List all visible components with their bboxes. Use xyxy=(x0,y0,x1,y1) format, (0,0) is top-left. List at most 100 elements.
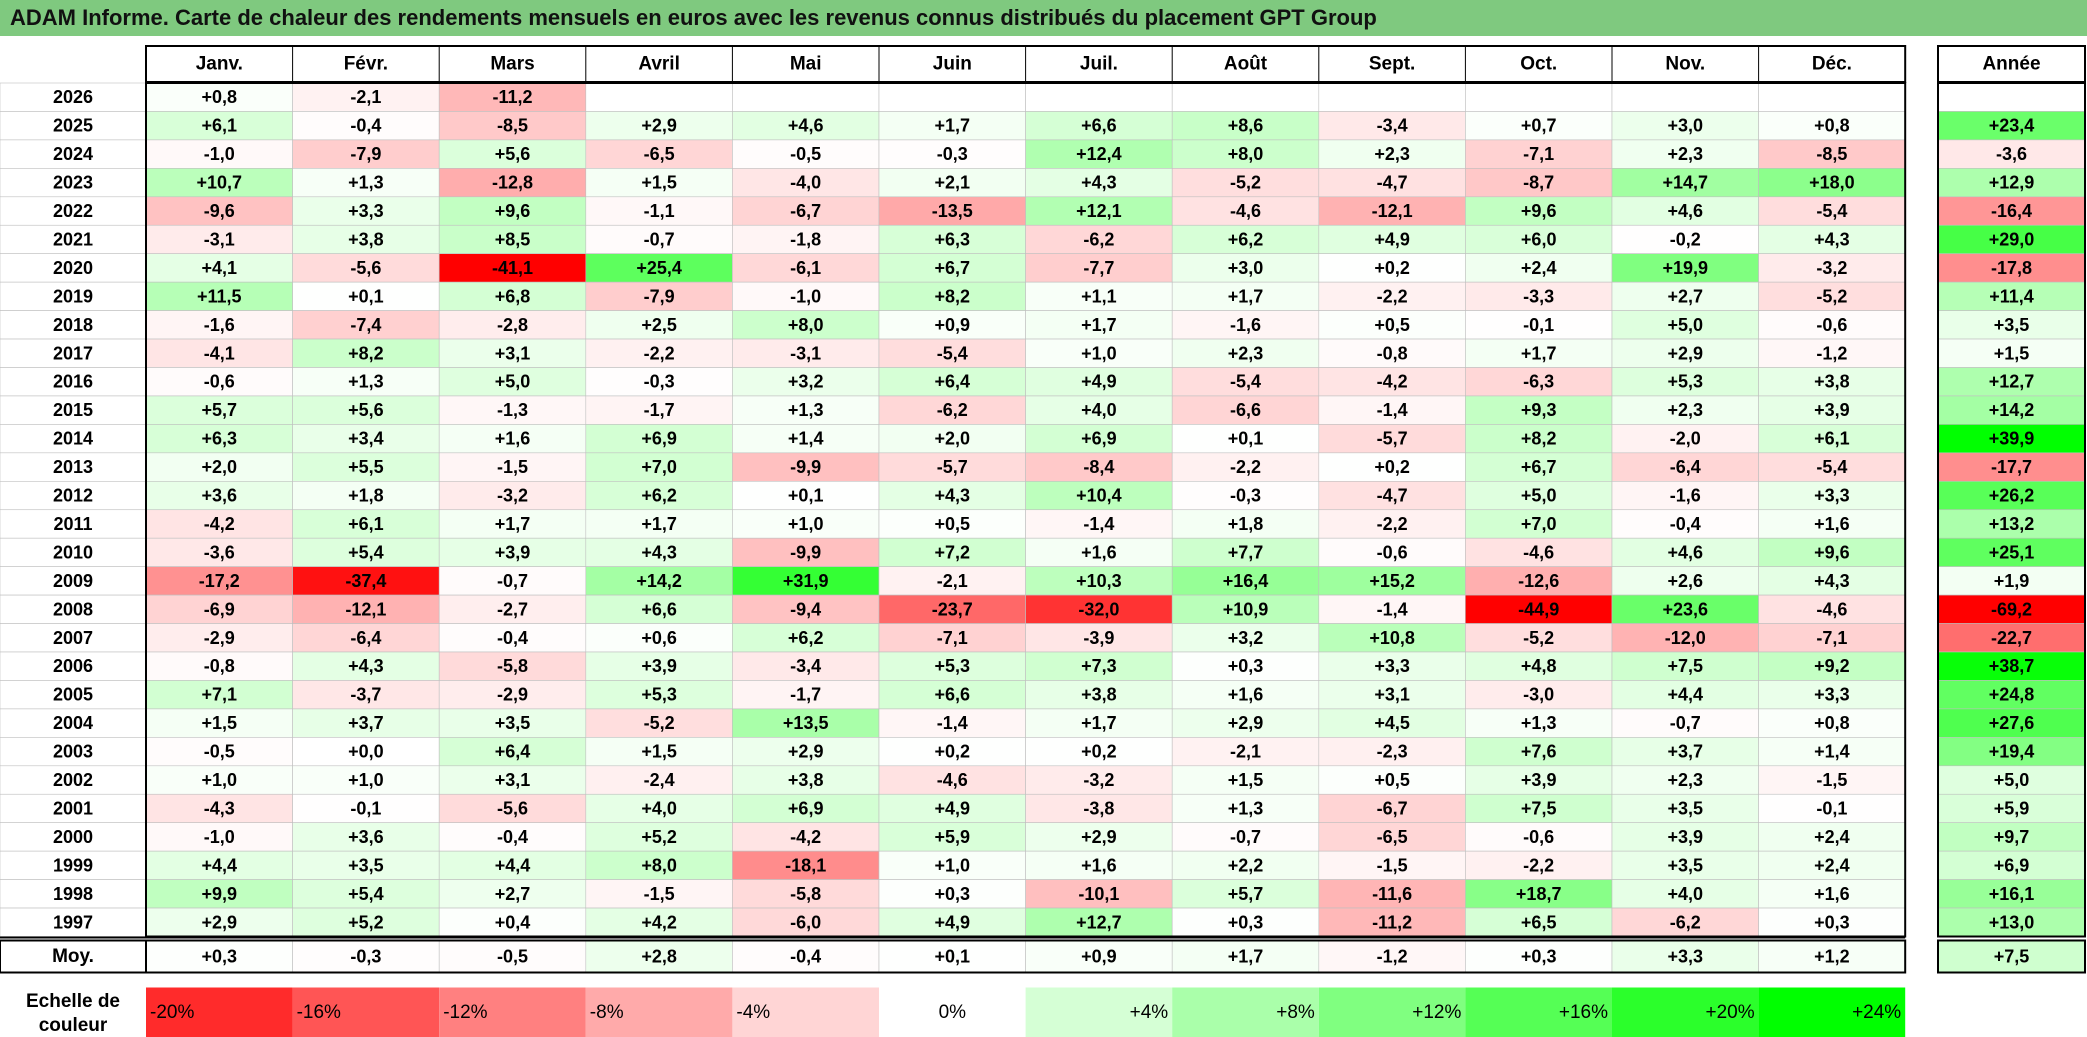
cell-value: -12,8 xyxy=(492,173,533,193)
heatmap-cell xyxy=(585,509,733,539)
heatmap-cell xyxy=(1171,196,1320,226)
cell-value: +5,0 xyxy=(1668,315,1704,335)
heatmap-cell xyxy=(585,594,733,624)
cell-value: -2,0 xyxy=(1670,429,1701,449)
cell-value: +7,6 xyxy=(1521,742,1557,762)
cell-value: -5,4 xyxy=(1230,372,1261,392)
cell-value: +2,9 xyxy=(788,742,824,762)
heatmap-cell xyxy=(878,680,1026,710)
annual-cell xyxy=(1937,424,2086,454)
cell-value: +3,6 xyxy=(202,486,238,506)
heatmap-cell xyxy=(585,338,733,368)
cell-value: +10,3 xyxy=(1076,571,1122,591)
scale-swatch xyxy=(732,987,879,1037)
cell-value: +0,2 xyxy=(1374,457,1410,477)
scale-step-label: +20% xyxy=(1705,1002,1754,1023)
cell-value: +1,7 xyxy=(1081,713,1117,733)
heatmap-cell xyxy=(145,737,293,767)
cell-value: +2,9 xyxy=(1668,343,1704,363)
heatmap-cell xyxy=(145,111,293,141)
year-cell xyxy=(0,168,147,198)
cell-value: -6,7 xyxy=(790,201,821,221)
heatmap-cell xyxy=(1025,623,1173,653)
cell-value: -0,5 xyxy=(790,144,821,164)
cell-value: -2,9 xyxy=(497,685,528,705)
scale-swatch xyxy=(146,987,293,1037)
cell-value: +2,4 xyxy=(1814,827,1850,847)
year-cell xyxy=(0,424,147,454)
heatmap-cell xyxy=(1758,623,1906,653)
cell-value: +10,8 xyxy=(1369,628,1415,648)
heatmap-cell xyxy=(1465,367,1613,397)
month-header-8: Sept. xyxy=(1369,54,1415,75)
heatmap-cell xyxy=(1611,281,1759,311)
heatmap-cell xyxy=(732,651,880,681)
cell-value: +6,2 xyxy=(1228,229,1264,249)
cell-value: -6,0 xyxy=(790,912,821,932)
annual-cell xyxy=(1937,310,2086,340)
cell-value: -5,8 xyxy=(497,656,528,676)
heatmap-cell xyxy=(1025,737,1173,767)
heatmap-cell xyxy=(292,196,440,226)
cell-value: +5,7 xyxy=(1228,884,1264,904)
month-header-5: Juin xyxy=(933,54,972,75)
cell-value: +0,3 xyxy=(935,884,971,904)
annual-value: -17,8 xyxy=(1991,258,2032,278)
cell-value: +1,3 xyxy=(1521,713,1557,733)
cell-value: -8,5 xyxy=(497,116,528,136)
scale-swatch xyxy=(1025,987,1173,1037)
heatmap-cell xyxy=(732,338,880,368)
scale-step-label: +12% xyxy=(1412,1002,1461,1023)
cell-value: -3,1 xyxy=(790,343,821,363)
cell-value: +3,3 xyxy=(1814,486,1850,506)
heatmap-cell xyxy=(1758,452,1906,482)
year-label: 1999 xyxy=(53,855,93,875)
cell-value: -5,6 xyxy=(497,798,528,818)
cell-value: -8,5 xyxy=(1816,144,1847,164)
cell-value: +10,7 xyxy=(197,173,243,193)
heatmap-cell xyxy=(292,537,440,567)
scale-swatch xyxy=(1465,987,1612,1037)
cell-value: +10,9 xyxy=(1223,599,1269,619)
cell-value: +1,7 xyxy=(1521,343,1557,363)
cell-value: +1,4 xyxy=(1814,742,1850,762)
year-cell xyxy=(0,850,147,880)
heatmap-cell xyxy=(145,139,293,169)
heatmap-cell xyxy=(585,708,733,738)
cell-value: +4,2 xyxy=(641,912,677,932)
cell-value: -23,7 xyxy=(932,599,973,619)
cell-value: +0,3 xyxy=(1228,912,1264,932)
heatmap-cell xyxy=(1318,765,1466,795)
heatmap-cell xyxy=(1171,537,1320,567)
heatmap-cell xyxy=(1758,907,1906,937)
year-label: 2022 xyxy=(53,201,93,221)
annual-header: Année xyxy=(1982,54,2040,75)
year-label: 2016 xyxy=(53,372,93,392)
heatmap-cell xyxy=(1318,708,1466,738)
heatmap-cell xyxy=(1025,537,1173,567)
cell-value: +0,1 xyxy=(788,486,824,506)
heatmap-cell xyxy=(1611,395,1759,425)
heatmap-cell xyxy=(292,367,440,397)
heatmap-cell xyxy=(292,509,440,539)
cell-value: +0,0 xyxy=(348,742,384,762)
heatmap-cell xyxy=(1025,907,1173,937)
month-header-10: Nov. xyxy=(1665,54,1705,75)
cell-value: +2,7 xyxy=(495,884,531,904)
cell-value: -2,9 xyxy=(204,628,235,648)
heatmap-cell xyxy=(1465,537,1613,567)
annual-value: +6,9 xyxy=(1994,855,2030,875)
cell-value: +8,2 xyxy=(348,343,384,363)
heatmap-cell xyxy=(1758,680,1906,710)
cell-value: +1,3 xyxy=(348,173,384,193)
cell-value: +7,5 xyxy=(1521,798,1557,818)
annual-value: -17,7 xyxy=(1991,457,2032,477)
average-value: +1,2 xyxy=(1814,947,1850,967)
heatmap-cell xyxy=(1171,850,1320,880)
average-value: +0,3 xyxy=(202,947,238,967)
scale-step-label: -4% xyxy=(736,1002,770,1023)
heatmap-cell xyxy=(145,594,293,624)
cell-value: -4,1 xyxy=(204,343,235,363)
heatmap-cell xyxy=(1171,594,1320,624)
cell-value: +1,3 xyxy=(348,372,384,392)
